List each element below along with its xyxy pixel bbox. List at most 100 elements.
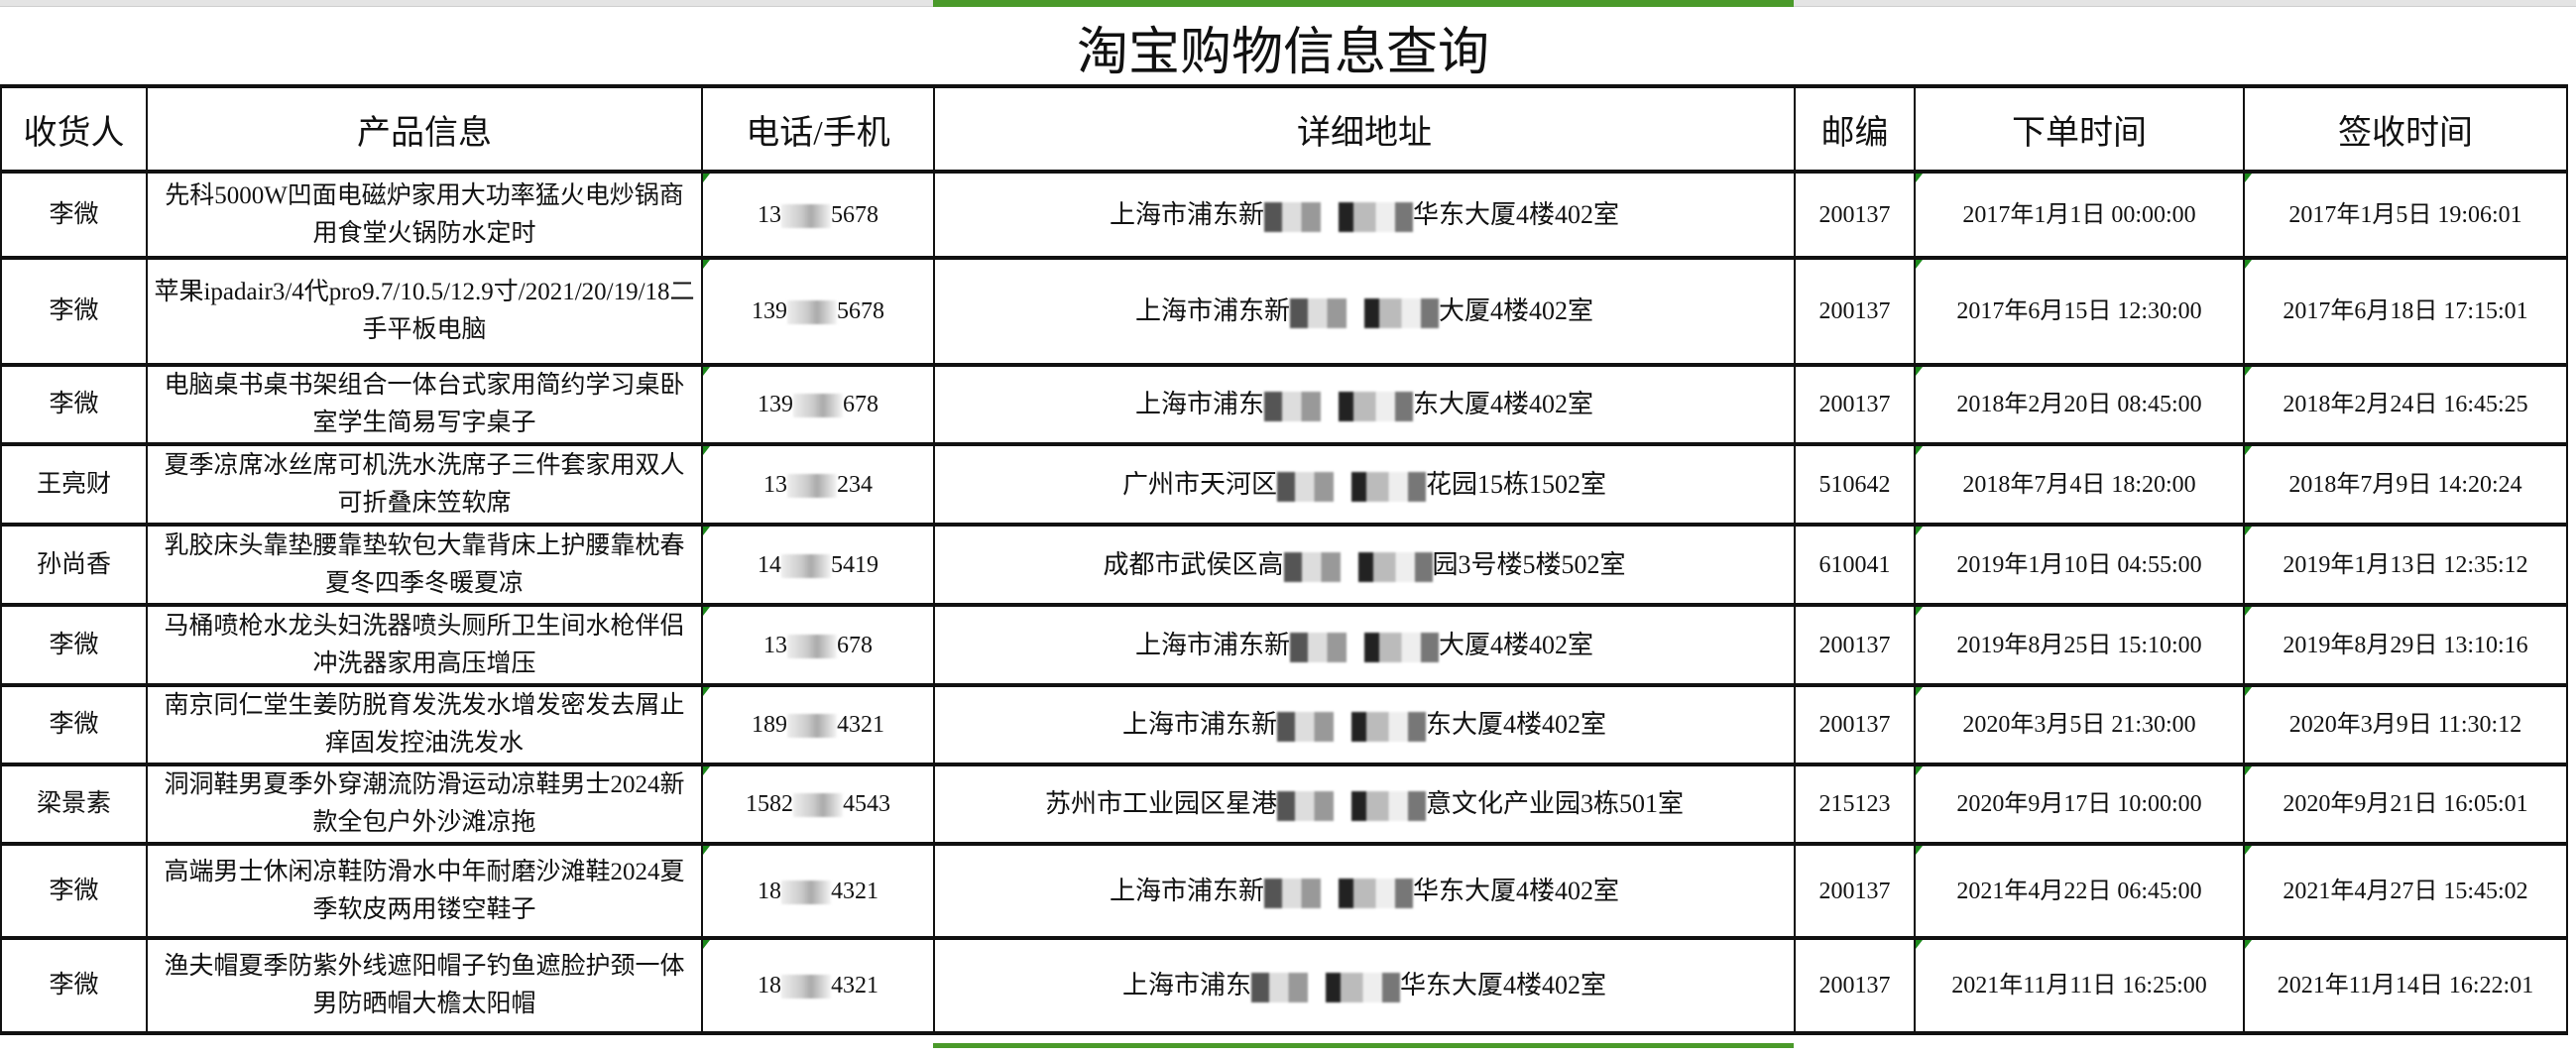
product-cell[interactable]: 苹果ipadair3/4代pro9.7/10.5/12.9寸/2021/20/1… <box>146 257 703 367</box>
redacted-mask <box>1290 632 1439 662</box>
header-sign-time[interactable]: 签收时间 <box>2243 84 2568 174</box>
address-cell[interactable]: 上海市浦东新 大厦4楼402室 <box>933 257 1796 367</box>
product-cell[interactable]: 马桶喷枪水龙头妇洗器喷头厕所卫生间水枪伴侣冲洗器家用高压增压 <box>146 604 703 687</box>
table-row: 王亮财 夏季凉席冰丝席可机洗水洗席子三件套家用双人可折叠床笠软席 13 234 广州市天… <box>0 443 2568 527</box>
header-product[interactable]: 产品信息 <box>146 84 703 174</box>
redacted-mask <box>781 880 831 904</box>
header-zip[interactable]: 邮编 <box>1794 84 1916 174</box>
address-prefix: 上海市浦东新 <box>1134 630 1290 659</box>
header-phone[interactable]: 电话/手机 <box>701 84 935 174</box>
zip-cell[interactable]: 200137 <box>1794 604 1916 687</box>
phone-cell[interactable]: 14 5419 <box>701 524 935 607</box>
zip-cell[interactable]: 200137 <box>1794 257 1916 367</box>
order-time-cell[interactable]: 2018年7月4日 18:20:00 <box>1914 443 2245 527</box>
recipient-cell[interactable]: 李微 <box>0 937 148 1035</box>
address-cell[interactable]: 广州市天河区 花园15栋1502室 <box>933 443 1796 527</box>
sign-time-cell[interactable]: 2018年2月24日 16:45:25 <box>2243 364 2568 446</box>
product-cell[interactable]: 夏季凉席冰丝席可机洗水洗席子三件套家用双人可折叠床笠软席 <box>146 443 703 527</box>
product-cell[interactable]: 电脑桌书桌书架组合一体台式家用简约学习桌卧室学生简易写字桌子 <box>146 364 703 446</box>
address-cell[interactable]: 上海市浦东新 大厦4楼402室 <box>933 604 1796 687</box>
address-suffix: 花园15栋1502室 <box>1426 469 1607 499</box>
phone-cell[interactable]: 1582 4543 <box>701 763 935 846</box>
sign-time-cell[interactable]: 2017年1月5日 19:06:01 <box>2243 171 2568 260</box>
zip-cell[interactable]: 215123 <box>1794 763 1916 846</box>
recipient-cell[interactable]: 李微 <box>0 684 148 766</box>
order-time-cell[interactable]: 2019年1月10日 04:55:00 <box>1914 524 2245 607</box>
address-cell[interactable]: 成都市武侯区高 园3号楼5楼502室 <box>933 524 1796 607</box>
zip-cell[interactable]: 200137 <box>1794 364 1916 446</box>
phone-suffix: 4543 <box>843 791 890 817</box>
order-time-cell[interactable]: 2021年11月11日 16:25:00 <box>1914 937 2245 1035</box>
order-time-cell[interactable]: 2017年1月1日 00:00:00 <box>1914 171 2245 260</box>
address-cell[interactable]: 上海市浦东 东大厦4楼402室 <box>933 364 1796 446</box>
address-prefix: 上海市浦东新 <box>1121 710 1277 739</box>
phone-cell[interactable]: 18 4321 <box>701 843 935 940</box>
zip-cell[interactable]: 510642 <box>1794 443 1916 527</box>
address-cell[interactable]: 苏州市工业园区星港 意文化产业园3栋501室 <box>933 763 1796 846</box>
phone-suffix: 5678 <box>837 298 884 324</box>
phone-cell[interactable]: 13 5678 <box>701 171 935 260</box>
phone-suffix: 5678 <box>831 201 878 228</box>
address-suffix: 东大厦4楼402室 <box>1426 710 1607 739</box>
zip-cell[interactable]: 200137 <box>1794 684 1916 766</box>
sign-time-cell[interactable]: 2021年11月14日 16:22:01 <box>2243 937 2568 1035</box>
address-cell[interactable]: 上海市浦东新 华东大厦4楼402室 <box>933 171 1796 260</box>
address-suffix: 大厦4楼402室 <box>1439 630 1594 659</box>
address-cell[interactable]: 上海市浦东新 东大厦4楼402室 <box>933 684 1796 766</box>
header-address[interactable]: 详细地址 <box>933 84 1796 174</box>
sign-time-cell[interactable]: 2020年3月9日 11:30:12 <box>2243 684 2568 766</box>
recipient-cell[interactable]: 李微 <box>0 171 148 260</box>
phone-prefix: 139 <box>758 392 793 417</box>
header-order-time[interactable]: 下单时间 <box>1914 84 2245 174</box>
address-prefix: 苏州市工业园区星港 <box>1044 789 1277 818</box>
order-time-cell[interactable]: 2017年6月15日 12:30:00 <box>1914 257 2245 367</box>
phone-cell[interactable]: 139 5678 <box>701 257 935 367</box>
product-cell[interactable]: 高端男士休闲凉鞋防滑水中年耐磨沙滩鞋2024夏季软皮两用镂空鞋子 <box>146 843 703 940</box>
table-row: 梁景素 洞洞鞋男夏季外穿潮流防滑运动凉鞋男士2024新款全包户外沙滩凉拖 1582 4… <box>0 763 2568 846</box>
product-cell[interactable]: 南京同仁堂生姜防脱育发洗发水增发密发去屑止痒固发控油洗发水 <box>146 684 703 766</box>
phone-cell[interactable]: 189 4321 <box>701 684 935 766</box>
phone-prefix: 139 <box>752 298 787 324</box>
order-time-cell[interactable]: 2020年9月17日 10:00:00 <box>1914 763 2245 846</box>
sign-time-cell[interactable]: 2019年1月13日 12:35:12 <box>2243 524 2568 607</box>
recipient-cell[interactable]: 王亮财 <box>0 443 148 527</box>
order-time-cell[interactable]: 2018年2月20日 08:45:00 <box>1914 364 2245 446</box>
phone-cell[interactable]: 13 234 <box>701 443 935 527</box>
recipient-cell[interactable]: 李微 <box>0 364 148 446</box>
product-cell[interactable]: 渔夫帽夏季防紫外线遮阳帽子钓鱼遮脸护颈一体男防晒帽大檐太阳帽 <box>146 937 703 1035</box>
zip-cell[interactable]: 200137 <box>1794 171 1916 260</box>
address-prefix: 上海市浦东新 <box>1109 876 1264 905</box>
recipient-cell[interactable]: 孙尚香 <box>0 524 148 607</box>
zip-cell[interactable]: 200137 <box>1794 843 1916 940</box>
phone-prefix: 13 <box>763 632 787 658</box>
address-cell[interactable]: 上海市浦东 华东大厦4楼402室 <box>933 937 1796 1035</box>
phone-cell[interactable]: 139 678 <box>701 364 935 446</box>
zip-cell[interactable]: 200137 <box>1794 937 1916 1035</box>
zip-cell[interactable]: 610041 <box>1794 524 1916 607</box>
address-cell[interactable]: 上海市浦东新 华东大厦4楼402室 <box>933 843 1796 940</box>
recipient-cell[interactable]: 梁景素 <box>0 763 148 846</box>
recipient-cell[interactable]: 李微 <box>0 843 148 940</box>
recipient-cell[interactable]: 李微 <box>0 257 148 367</box>
phone-prefix: 13 <box>763 471 787 498</box>
sign-time-cell[interactable]: 2017年6月18日 17:15:01 <box>2243 257 2568 367</box>
phone-prefix: 189 <box>752 712 787 738</box>
order-time-cell[interactable]: 2021年4月22日 06:45:00 <box>1914 843 2245 940</box>
phone-cell[interactable]: 18 4321 <box>701 937 935 1035</box>
phone-prefix: 13 <box>758 201 781 228</box>
order-time-cell[interactable]: 2019年8月25日 15:10:00 <box>1914 604 2245 687</box>
recipient-cell[interactable]: 李微 <box>0 604 148 687</box>
header-recipient[interactable]: 收货人 <box>0 84 148 174</box>
address-prefix: 广州市天河区 <box>1121 469 1277 499</box>
address-prefix: 成都市武侯区高 <box>1103 549 1284 579</box>
address-prefix: 上海市浦东 <box>1121 971 1251 999</box>
sign-time-cell[interactable]: 2019年8月29日 13:10:16 <box>2243 604 2568 687</box>
sign-time-cell[interactable]: 2021年4月27日 15:45:02 <box>2243 843 2568 940</box>
phone-cell[interactable]: 13 678 <box>701 604 935 687</box>
product-cell[interactable]: 洞洞鞋男夏季外穿潮流防滑运动凉鞋男士2024新款全包户外沙滩凉拖 <box>146 763 703 846</box>
sign-time-cell[interactable]: 2020年9月21日 16:05:01 <box>2243 763 2568 846</box>
order-time-cell[interactable]: 2020年3月5日 21:30:00 <box>1914 684 2245 766</box>
product-cell[interactable]: 先科5000W凹面电磁炉家用大功率猛火电炒锅商用食堂火锅防水定时 <box>146 171 703 260</box>
product-cell[interactable]: 乳胶床头靠垫腰靠垫软包大靠背床上护腰靠枕春夏冬四季冬暖夏凉 <box>146 524 703 607</box>
sign-time-cell[interactable]: 2018年7月9日 14:20:24 <box>2243 443 2568 527</box>
